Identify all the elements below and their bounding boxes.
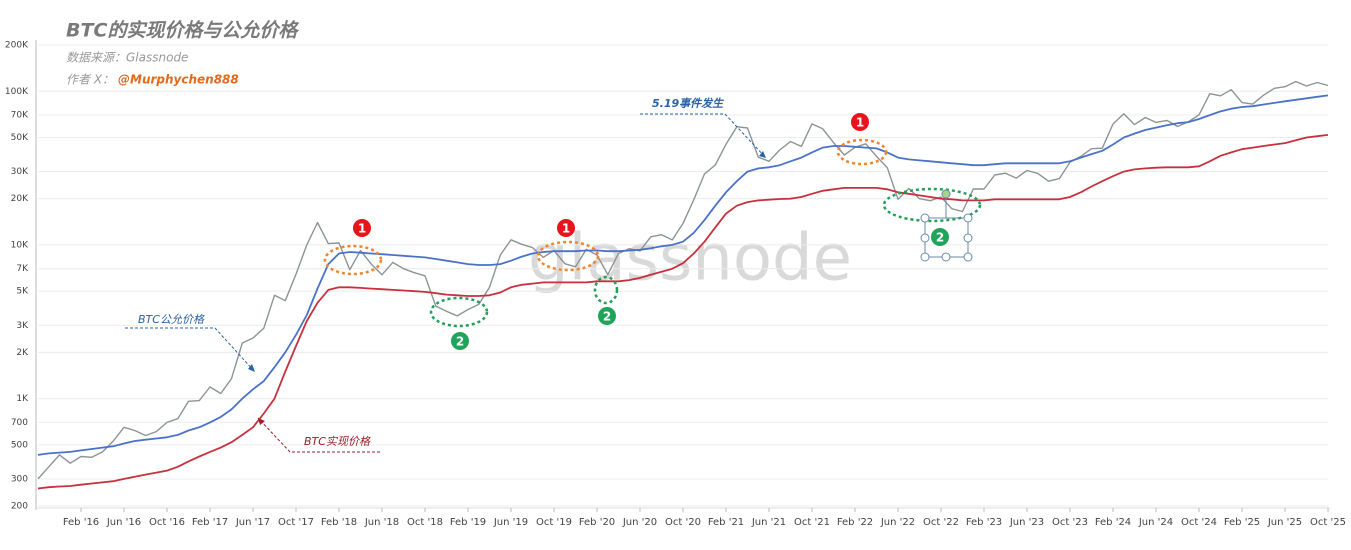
badge-label: 2	[936, 231, 944, 245]
x-tick-label: Oct '17	[278, 517, 314, 528]
handle	[941, 252, 951, 262]
badge	[931, 228, 949, 246]
callout	[125, 327, 256, 373]
x-tick-label: Feb '25	[1224, 517, 1260, 528]
x-tick-label: Feb '17	[192, 517, 228, 528]
badge-label: 1	[562, 222, 570, 236]
x-tick-label: Oct '19	[536, 517, 572, 528]
source: 数据来源：Glassnode	[66, 51, 188, 65]
author-prefix: 作者 X：	[66, 73, 114, 87]
badge	[851, 113, 869, 131]
handle	[920, 233, 930, 243]
legend-label: BTC公允价格	[138, 313, 205, 326]
callout-lines	[125, 113, 767, 453]
x-tick-label: Jun '22	[880, 517, 915, 528]
x-tick-label: Jun '25	[1267, 517, 1302, 528]
handle	[963, 233, 973, 243]
x-tick-label: Feb '19	[450, 517, 486, 528]
x-tick-label: Feb '20	[579, 517, 615, 528]
x-tick-label: Feb '22	[837, 517, 873, 528]
x-tick-label: Jun '17	[235, 517, 270, 528]
badge	[598, 307, 616, 325]
ring	[536, 240, 600, 272]
badge	[353, 219, 371, 237]
ring	[836, 138, 888, 166]
y-tick-label: 100K	[5, 87, 29, 97]
y-tick-label: 7K	[16, 264, 29, 274]
author: @Murphychen888	[118, 73, 239, 87]
series-line	[37, 134, 1329, 490]
x-tick-label: Oct '18	[407, 517, 443, 528]
ring	[323, 244, 383, 276]
event-label: 5.19事件发生	[652, 97, 724, 110]
x-tick-label: Jun '23	[1009, 517, 1044, 528]
handle	[920, 213, 930, 223]
handle	[963, 213, 973, 223]
x-tick-label: Oct '24	[1181, 517, 1217, 528]
x-tick-label: Oct '20	[665, 517, 701, 528]
y-tick-label: 200K	[5, 41, 29, 51]
x-tick-label: Jun '20	[622, 517, 657, 528]
x-tick-label: Oct '22	[923, 517, 959, 528]
arrow-head	[248, 364, 255, 372]
ring	[429, 296, 489, 328]
x-tick-label: Feb '23	[966, 517, 1002, 528]
x-tick-label: Feb '21	[708, 517, 744, 528]
x-tick-label: Oct '21	[794, 517, 830, 528]
chart-title: BTC的实现价格与公允价格	[66, 20, 299, 42]
y-tick-label: 2K	[16, 348, 29, 358]
badge-label: 2	[456, 335, 464, 349]
legend-label: BTC实现价格	[304, 435, 371, 448]
y-tick-label: 70K	[11, 111, 29, 121]
y-tick-label: 30K	[11, 167, 29, 177]
y-tick-label: 3K	[16, 321, 29, 331]
y-tick-label: 5K	[16, 287, 29, 297]
badge-label: 2	[603, 310, 611, 324]
watermark: glassnode	[528, 222, 852, 296]
badge-label: 1	[358, 222, 366, 236]
x-tick-label: Feb '18	[321, 517, 357, 528]
y-tick-label: 500	[11, 440, 28, 450]
selection-box	[920, 189, 973, 262]
x-tick-label: Oct '23	[1052, 517, 1088, 528]
x-tick-label: Jun '21	[751, 517, 786, 528]
y-tick-label: 1K	[16, 394, 29, 404]
badge	[451, 332, 469, 350]
handle	[941, 189, 951, 199]
arrow-head	[258, 418, 265, 425]
x-tick-label: Feb '16	[63, 517, 99, 528]
x-tick-label: Jun '16	[106, 517, 141, 528]
ring	[593, 275, 619, 305]
arrow-head	[759, 151, 766, 158]
y-tick-label: 10K	[11, 240, 29, 250]
badge-label: 1	[856, 116, 864, 130]
highlight-rings	[323, 138, 982, 328]
y-tick-label: 50K	[11, 133, 29, 143]
callout	[257, 417, 380, 453]
y-tick-label: 200	[11, 502, 28, 512]
x-tick-label: Jun '18	[364, 517, 399, 528]
x-tick-label: Jun '19	[493, 517, 528, 528]
x-tick-label: Oct '16	[149, 517, 185, 528]
handle	[920, 252, 930, 262]
y-tick-label: 300	[11, 474, 28, 484]
series-line	[37, 80, 1329, 480]
handle	[963, 252, 973, 262]
callout	[640, 113, 767, 159]
y-tick-label: 20K	[11, 194, 29, 204]
y-tick-label: 700	[11, 418, 28, 428]
x-tick-label: Oct '25	[1310, 517, 1346, 528]
x-tick-label: Feb '24	[1095, 517, 1131, 528]
badge	[557, 219, 575, 237]
ring	[882, 187, 982, 223]
series-line	[37, 94, 1329, 456]
x-tick-label: Jun '24	[1138, 517, 1173, 528]
